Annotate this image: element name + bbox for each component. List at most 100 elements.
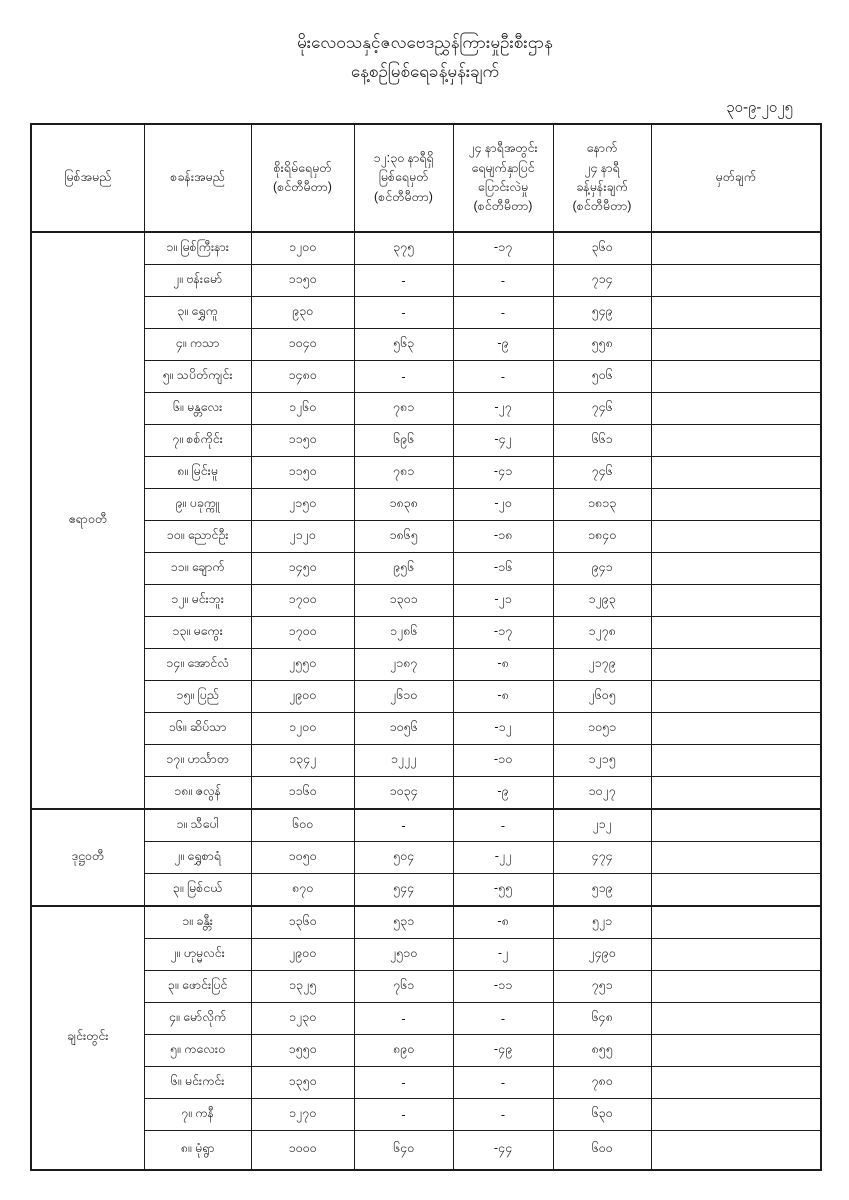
remark [650,1130,822,1171]
forecast-24h: ၇၁၄ [552,264,652,297]
table-row: ၁၁။ ချောက် ၁၄၅၀ ၉၅၆ -၁၆ ၉၄၁ [31,552,822,585]
current-level: ၅၆၃ [353,328,454,361]
remark [650,680,822,713]
table-row: ဒုဋ္ဌဝတီ ၁။ သီပေါ ၆၀၀- -၂၁၂ [30,808,822,907]
current-level: ၂၅၁၀ [353,938,454,971]
remark [650,808,822,842]
station-name: ၁၆။ ဆိပ်သာ [143,712,252,745]
station-name: ၃။ ရွှေကူ [143,296,252,329]
station-name: ၁။ ခန္တီး [143,905,252,939]
current-level: ၁၈၃၈ [353,488,454,521]
change-24h: -၈ [452,905,554,939]
danger-level: ၁၀၄၀ [250,328,355,361]
danger-level: ၂၁၂၀ [250,520,355,553]
remark [650,905,822,939]
forecast-24h: ၅၁၉ [552,873,652,907]
current-level: ၁၀၅၆ [353,712,454,745]
current-level: ၉၅၆ [353,552,454,585]
forecast-24h: ၁၂၉၃ [552,584,652,617]
current-level: - [353,264,454,297]
change-24h: -၂ [452,938,554,971]
station-name: ၁၂။ မင်းဘူး [143,584,252,617]
station-name: ၁၈။ ဇလွန် [143,776,252,810]
change-24h: -၈ [452,680,554,713]
forecast-24h: ၂၆၀၅ [552,680,652,713]
remark [650,328,822,361]
danger-level: ၁၁၅၀ [250,264,355,297]
station-name: ၁၇။ ဟင်္သာတ [143,744,252,777]
header-remark: မှတ်ချက် [650,123,822,233]
forecast-24h: ၃၆၀ [552,231,652,265]
change-24h: -၂၀ [452,488,554,521]
current-level: - [353,1066,454,1099]
danger-level: ၁၇၀၀ [250,584,355,617]
change-24h: -၂၇ [452,392,554,425]
table-row: ၁၅။ ပြည် ၂၉၀၀ ၂၆၁၀ -၈ ၂၆၀၅ [31,680,822,713]
current-level: ၆၄၀ [353,1130,454,1171]
change-24h: -၁၂ [452,712,554,745]
remark [650,616,822,649]
danger-level: ၁၁၅၀ [250,424,355,457]
forecast-24h: ၈၅၅ [552,1034,652,1067]
change-24h: - [452,264,554,297]
table-row: ၆။ မန္တလေး ၁၂၆၀ ၇၈၁ -၂၇ ၇၄၆ [31,392,822,425]
current-level: ၁၀၃၄ [353,776,454,810]
station-name: ၅။ ကလေးဝ [143,1034,252,1067]
table-row: ချင်းတွင်း ၁။ ခန္တီး ၁၃၆၀ ၅၃၁ -၈ ၅၂၁ [30,905,822,1171]
danger-level: ၁၁၅၀ [250,456,355,489]
table-row: ၆။ မင်းကင်း ၁၃၅၀- -၇၈၀ [31,1066,822,1099]
table-row: ၈။ မြင်းမူ ၁၁၅၀ ၇၈၁ -၄၁ ၇၄၆ [31,456,822,489]
station-name: ၇။ ကနီ [143,1098,252,1131]
remark [650,264,822,297]
station-name: ၁၁။ ချောက် [143,552,252,585]
report-date: ၃၀-၉-၂၀၂၅ [726,99,793,116]
current-level: ၇၈၁ [353,392,454,425]
station-name: ၆။ မန္တလေး [143,392,252,425]
change-24h: -၁၇ [452,231,554,265]
station-name: ၅။ သပိတ်ကျင်း [143,360,252,393]
change-24h: - [452,1002,554,1035]
change-24h: -၁၈ [452,520,554,553]
river-name: ဧရာဝတီ [30,231,145,810]
station-name: ၃။ ဖောင်းပြင် [143,970,252,1003]
station-name: ၁။ သီပေါ [143,808,252,842]
current-level: - [353,808,454,842]
station-name: ၄။ ကသာ [143,328,252,361]
current-level: ၆၉၆ [353,424,454,457]
table-row: ၇။ ကနီ ၁၂၇၀- -၆၃၀ [31,1098,822,1131]
river-level-table: မြစ်အမည် စခန်းအမည် စိုးရိမ်ရေမှတ် (စင်တီ… [30,123,822,1171]
change-24h: -၉ [452,776,554,810]
forecast-24h: ၁၀၅၁ [552,712,652,745]
current-level: ၂၁၈၇ [353,648,454,681]
current-level: ၂၆၁၀ [353,680,454,713]
remark [650,296,822,329]
danger-level: ၁၃၆၀ [250,905,355,939]
forecast-24h: ၅၂၁ [552,905,652,939]
danger-level: ၁၃၄၂ [250,744,355,777]
forecast-24h: ၂၄၉၀ [552,938,652,971]
station-name: ၂။ ရွှေစာရံ [143,841,252,874]
current-level: ၇၈၁ [353,456,454,489]
table-row: ၁၀။ ညောင်ဦး ၂၁၂၀ ၁၈၆၅ -၁၈ ၁၈၄၀ [31,520,822,553]
forecast-24h: ၁၈၄၀ [552,520,652,553]
table-row: ၁၃။ မကွေး ၁၇၀၀ ၁၂၈၆ -၁၇ ၁၂၇၈ [31,616,822,649]
station-name: ၁။ မြစ်ကြီးနား [143,231,252,265]
table-row: ၂။ ဟုမ္မလင်း ၂၉၀၀ ၂၅၁၀ -၂ ၂၄၉၀ [31,938,822,971]
river-name: ဒုဋ္ဌဝတီ [30,808,145,907]
remark [650,456,822,489]
station-name: ၁၀။ ညောင်ဦး [143,520,252,553]
danger-level: ၁၂၀၀ [250,231,355,265]
table-header-row: မြစ်အမည် စခန်းအမည် စိုးရိမ်ရေမှတ် (စင်တီ… [30,123,822,233]
change-24h: -၄၁ [452,456,554,489]
station-name: ၁၄။ အောင်လံ [143,648,252,681]
forecast-24h: ၁၈၁၃ [552,488,652,521]
current-level: - [353,360,454,393]
table-row: ၁၄။ အောင်လံ ၂၅၅၀ ၂၁၈၇ -၈ ၂၁၇၉ [31,648,822,681]
station-name: ၁၅။ ပြည် [143,680,252,713]
current-level: ၁၂၂၂ [353,744,454,777]
table-body: ဧရာဝတီ ၁။ မြစ်ကြီးနား ၁၂၀၀ ၃၇၅ -၁၇ ၃၆၀ ၂။ ဗန်း… [30,231,822,1171]
danger-level: ၂၉၀၀ [250,938,355,971]
current-level: - [353,1002,454,1035]
table-row: ၅။ ကလေးဝ ၁၅၅၀ ၈၉၀ -၄၉ ၈၅၅ [31,1034,822,1067]
current-level: ၇၆၁ [353,970,454,1003]
